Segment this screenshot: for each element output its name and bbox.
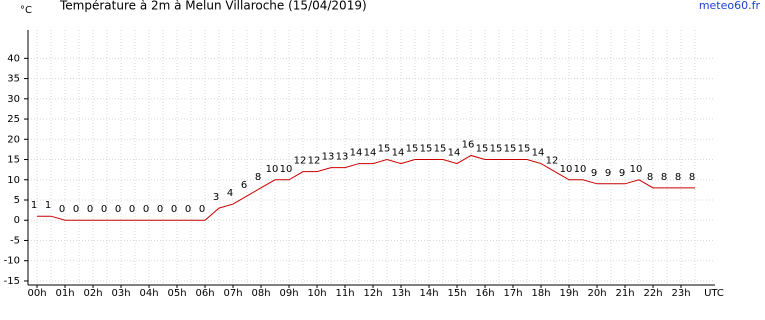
data-label: 8 — [675, 172, 681, 183]
data-label: 14 — [448, 148, 461, 159]
data-label: 0 — [59, 204, 65, 215]
y-axis-label: °C — [20, 5, 32, 16]
x-tick-label: 00h — [27, 288, 46, 299]
temperature-line — [37, 154, 695, 221]
data-label: 8 — [647, 172, 653, 183]
x-tick-label: 08h — [251, 288, 270, 299]
y-tick-label: 20 — [7, 134, 20, 145]
data-label: 9 — [591, 168, 597, 179]
chart-title: Température à 2m à Melun Villaroche (15/… — [59, 0, 367, 13]
data-label: 1 — [31, 200, 37, 211]
data-label: 0 — [73, 204, 79, 215]
data-label: 8 — [255, 172, 261, 183]
data-label: 8 — [689, 172, 695, 183]
data-label: 14 — [350, 148, 363, 159]
data-label: 0 — [199, 204, 205, 215]
data-label: 0 — [115, 204, 121, 215]
data-label: 15 — [490, 144, 503, 155]
y-tick-label: 0 — [14, 215, 20, 226]
y-tick-label: -15 — [4, 276, 20, 287]
data-label: 10 — [630, 164, 643, 175]
data-label: 16 — [462, 139, 475, 150]
data-label: 9 — [619, 168, 625, 179]
x-tick-label: 20h — [587, 288, 606, 299]
x-tick-label: 09h — [279, 288, 298, 299]
y-tick-label: 25 — [7, 114, 20, 125]
data-label: 4 — [227, 188, 233, 199]
x-tick-label: 19h — [559, 288, 578, 299]
x-tick-label: 05h — [167, 288, 186, 299]
data-label: 0 — [157, 204, 163, 215]
data-label: 10 — [266, 164, 279, 175]
x-tick-label: 07h — [223, 288, 242, 299]
x-tick-label: 23h — [671, 288, 690, 299]
data-label: 14 — [392, 148, 405, 159]
x-tick-label: 14h — [419, 288, 438, 299]
x-axis-label: UTC — [704, 288, 724, 299]
data-label: 1 — [45, 200, 51, 211]
data-label: 0 — [143, 204, 149, 215]
data-label: 0 — [185, 204, 191, 215]
data-label: 15 — [518, 144, 531, 155]
data-label: 14 — [364, 148, 377, 159]
data-label: 0 — [101, 204, 107, 215]
y-tick-label: -5 — [10, 235, 20, 246]
x-tick-label: 04h — [139, 288, 158, 299]
y-tick-label: 15 — [7, 155, 20, 166]
data-label: 15 — [476, 144, 489, 155]
data-label: 15 — [406, 144, 419, 155]
x-tick-label: 18h — [531, 288, 550, 299]
data-label: 13 — [336, 152, 349, 163]
x-tick-label: 03h — [111, 288, 130, 299]
x-tick-label: 12h — [363, 288, 382, 299]
data-label: 3 — [213, 192, 219, 203]
x-tick-label: 02h — [83, 288, 102, 299]
data-label: 10 — [560, 164, 573, 175]
y-tick-label: 40 — [7, 53, 20, 64]
data-label: 12 — [308, 156, 321, 167]
data-label: 15 — [420, 144, 433, 155]
x-tick-label: 17h — [503, 288, 522, 299]
data-label: 6 — [241, 180, 247, 191]
data-label: 14 — [532, 148, 545, 159]
data-label: 9 — [605, 168, 611, 179]
data-label: 0 — [87, 204, 93, 215]
x-tick-label: 21h — [615, 288, 634, 299]
y-tick-label: 10 — [7, 175, 20, 186]
data-label: 10 — [574, 164, 587, 175]
data-label: 12 — [546, 156, 559, 167]
data-label: 13 — [322, 152, 335, 163]
y-tick-label: 5 — [14, 195, 20, 206]
x-tick-label: 01h — [55, 288, 74, 299]
data-label: 10 — [280, 164, 293, 175]
y-tick-label: 30 — [7, 94, 20, 105]
x-tick-label: 11h — [335, 288, 354, 299]
data-label: 12 — [294, 156, 307, 167]
y-tick-label: 35 — [7, 74, 20, 85]
data-label: 15 — [378, 144, 391, 155]
x-tick-label: 15h — [447, 288, 466, 299]
y-tick-label: -10 — [4, 256, 20, 267]
x-tick-label: 22h — [643, 288, 662, 299]
x-tick-label: 13h — [391, 288, 410, 299]
x-tick-label: 06h — [195, 288, 214, 299]
source-link[interactable]: meteo60.fr — [699, 0, 761, 12]
data-label: 8 — [661, 172, 667, 183]
x-tick-label: 10h — [307, 288, 326, 299]
data-label: 15 — [434, 144, 447, 155]
data-label: 0 — [129, 204, 135, 215]
data-label: 15 — [504, 144, 517, 155]
data-label: 0 — [171, 204, 177, 215]
x-tick-label: 16h — [475, 288, 494, 299]
